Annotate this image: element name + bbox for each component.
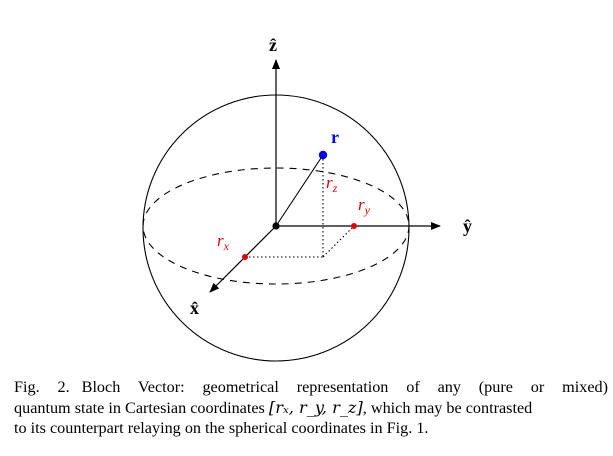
y-axis-label: ŷ <box>463 216 472 236</box>
ry-point <box>351 223 357 229</box>
caption-label: Fig. 2. <box>14 378 70 396</box>
ry-label-base: r <box>358 195 365 214</box>
rx-point <box>242 254 248 260</box>
rz-label-sub: z <box>332 181 338 195</box>
caption-text-1: Bloch Vector: geometrical representation… <box>81 378 608 396</box>
ry-label-sub: y <box>364 203 371 217</box>
caption-math-coordinates: [rₓ, r_y, r_z] <box>268 397 363 417</box>
rx-label-base: r <box>217 231 224 250</box>
rz-label-base: r <box>326 173 333 192</box>
ry-projection-line <box>322 225 355 258</box>
caption-text-2-post: , which may be contrasted <box>362 398 533 417</box>
caption-text-3: to its counterpart relaying on the spher… <box>14 419 429 437</box>
caption-text-2-pre: quantum state in Cartesian coordinates <box>14 398 269 417</box>
bloch-sphere-diagram: ẑ ŷ x̂ r rx ry rz <box>142 35 472 362</box>
bloch-vector-line <box>275 154 324 227</box>
vector-r-label: r <box>331 127 339 147</box>
x-axis-label: x̂ <box>190 298 199 318</box>
z-axis-label: ẑ <box>269 35 277 55</box>
caption-line-3: to its counterpart relaying on the spher… <box>14 418 608 439</box>
caption-line-1: Fig. 2. Bloch Vector: geometrical represe… <box>14 377 608 398</box>
bloch-vector-point <box>318 150 328 160</box>
rx-label: rx <box>217 231 230 253</box>
figure-caption: Fig. 2. Bloch Vector: geometrical represe… <box>14 377 608 439</box>
origin-dot <box>272 222 280 230</box>
rz-label: rz <box>326 173 338 195</box>
ry-label: ry <box>358 195 371 217</box>
caption-line-2: quantum state in Cartesian coordinates [… <box>14 398 608 419</box>
rx-label-sub: x <box>223 239 230 253</box>
